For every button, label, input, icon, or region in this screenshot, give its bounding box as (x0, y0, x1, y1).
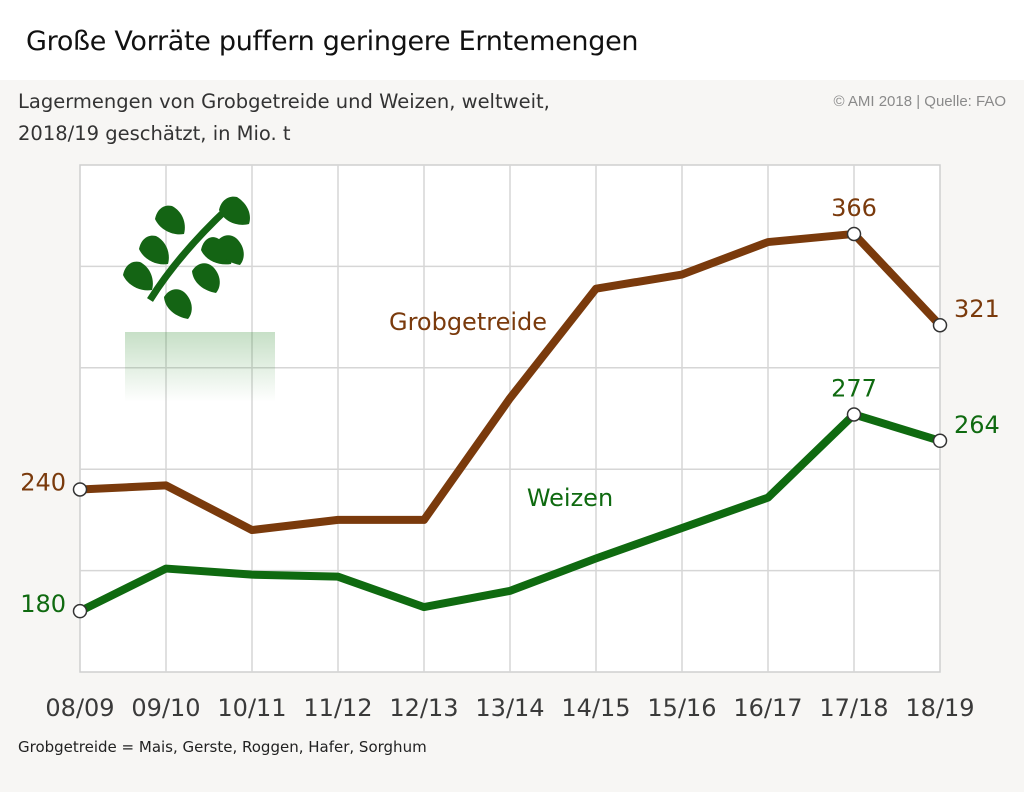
footnote: Grobgetreide = Mais, Gerste, Roggen, Haf… (18, 738, 427, 756)
x-tick-label: 14/15 (561, 694, 630, 722)
chart-title: Große Vorräte puffern geringere Erntemen… (26, 26, 639, 57)
data-label: 366 (831, 194, 877, 222)
data-point-marker (72, 482, 88, 497)
data-label: 240 (20, 468, 66, 496)
data-point-marker (932, 317, 948, 333)
data-label: 321 (954, 295, 1000, 323)
series-line (76, 229, 944, 535)
x-tick-label: 09/10 (131, 694, 200, 722)
series-label: Weizen (527, 484, 613, 512)
data-label: 277 (831, 374, 877, 402)
data-labels: 240 366 321 Grobgetreide 180 277 264 Weizen (20, 194, 1000, 618)
x-tick-label: 18/19 (905, 694, 974, 722)
x-tick-label: 10/11 (217, 694, 286, 722)
data-label: 264 (954, 411, 1000, 439)
data-point-marker (932, 433, 948, 449)
x-axis-ticks: 08/09 09/10 10/11 11/12 12/13 13/14 14/15 15/16… (45, 694, 974, 722)
source-note: © AMI 2018 | Quelle: FAO (833, 93, 1006, 110)
data-point-marker (72, 603, 88, 619)
x-tick-label: 15/16 (647, 694, 716, 722)
x-tick-label: 16/17 (733, 694, 802, 722)
x-tick-label: 17/18 (819, 694, 888, 722)
data-label: 180 (20, 590, 66, 618)
chart-subtitle-line1: Lagermengen von Grobgetreide und Weizen,… (18, 90, 550, 113)
chart-subtitle-line2: 2018/19 geschätzt, in Mio. t (18, 122, 291, 145)
wheat-ear-icon (123, 196, 275, 402)
x-tick-label: 13/14 (475, 694, 544, 722)
series-lines (72, 226, 948, 619)
data-point-marker (846, 226, 862, 242)
x-tick-label: 11/12 (303, 694, 372, 722)
x-tick-label: 08/09 (45, 694, 114, 722)
series-label: Grobgetreide (389, 308, 547, 336)
data-point-marker (846, 407, 862, 422)
x-tick-label: 12/13 (389, 694, 458, 722)
series-line (76, 410, 944, 616)
